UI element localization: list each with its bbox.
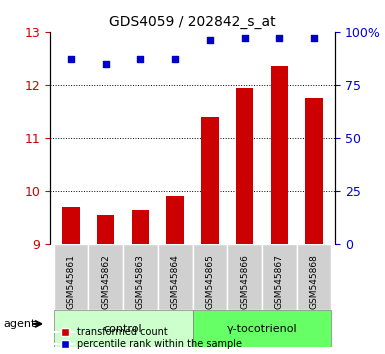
Bar: [236, 87, 253, 244]
Text: GSM545862: GSM545862: [101, 254, 110, 309]
Text: agent: agent: [4, 319, 36, 329]
Point: [172, 57, 178, 62]
Bar: [271, 66, 288, 244]
Point: [276, 35, 283, 41]
FancyBboxPatch shape: [297, 244, 331, 310]
FancyBboxPatch shape: [192, 310, 331, 347]
Text: GSM545866: GSM545866: [240, 254, 249, 309]
FancyBboxPatch shape: [54, 310, 192, 347]
Bar: [305, 98, 323, 244]
Text: GSM545861: GSM545861: [66, 254, 75, 309]
Text: control: control: [104, 324, 142, 334]
Text: GSM545865: GSM545865: [205, 254, 214, 309]
Bar: [166, 196, 184, 244]
Text: GSM545864: GSM545864: [171, 254, 180, 309]
Bar: [62, 207, 80, 244]
Text: GSM545863: GSM545863: [136, 254, 145, 309]
FancyBboxPatch shape: [54, 244, 88, 310]
FancyBboxPatch shape: [123, 244, 158, 310]
FancyBboxPatch shape: [262, 244, 297, 310]
Bar: [132, 210, 149, 244]
FancyBboxPatch shape: [227, 244, 262, 310]
Title: GDS4059 / 202842_s_at: GDS4059 / 202842_s_at: [109, 16, 276, 29]
FancyBboxPatch shape: [88, 244, 123, 310]
Point: [207, 38, 213, 43]
Text: γ-tocotrienol: γ-tocotrienol: [227, 324, 297, 334]
Text: GSM545868: GSM545868: [310, 254, 319, 309]
Bar: [97, 215, 114, 244]
FancyBboxPatch shape: [158, 244, 192, 310]
Legend: transformed count, percentile rank within the sample: transformed count, percentile rank withi…: [55, 327, 242, 349]
Point: [68, 57, 74, 62]
Point: [137, 57, 144, 62]
FancyBboxPatch shape: [192, 244, 227, 310]
Text: GSM545867: GSM545867: [275, 254, 284, 309]
Point: [311, 35, 317, 41]
Point: [102, 61, 109, 67]
Point: [241, 35, 248, 41]
Bar: [201, 117, 219, 244]
